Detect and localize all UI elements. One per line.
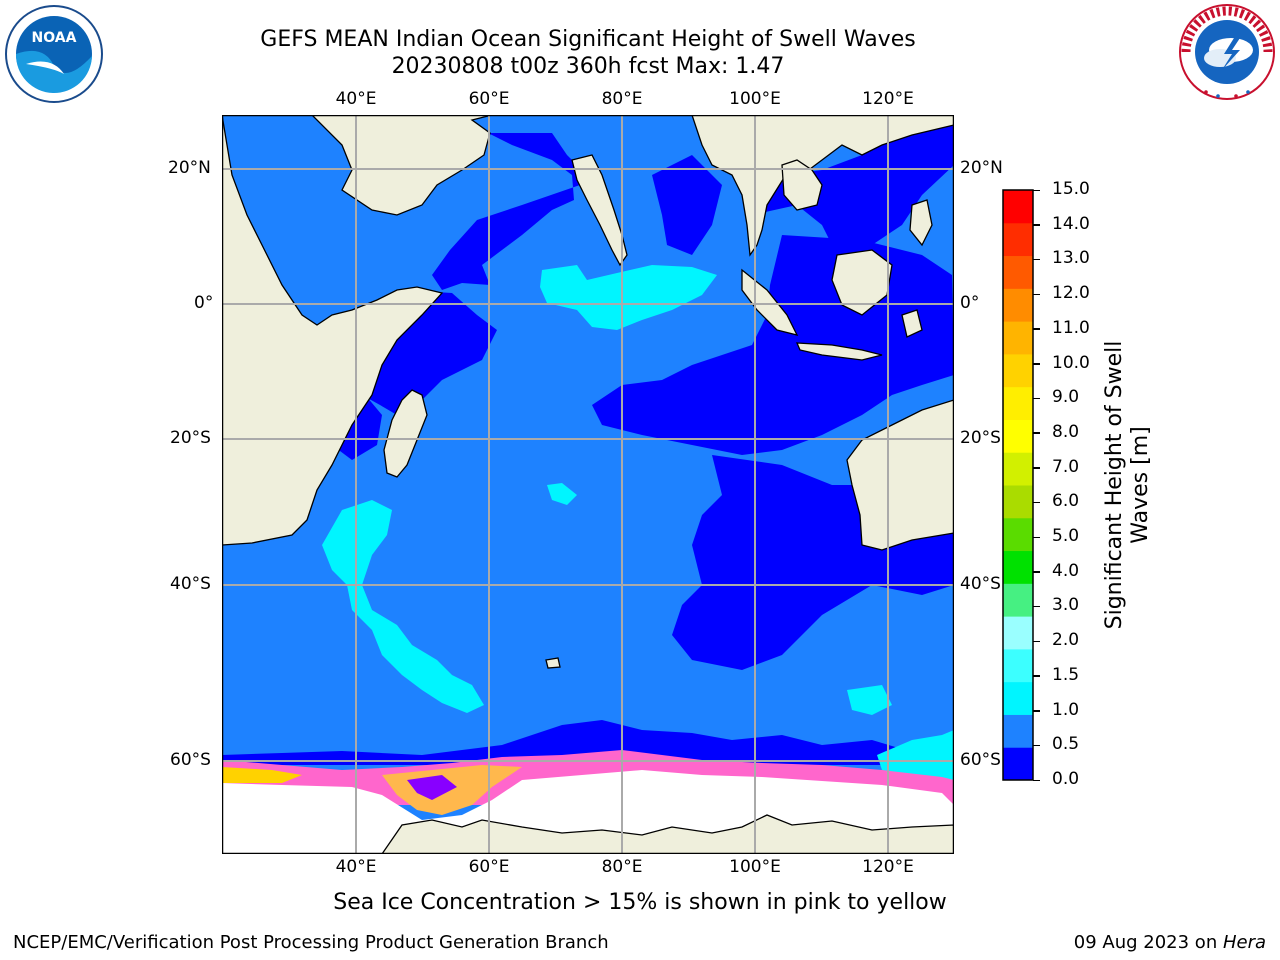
nws-logo xyxy=(1179,4,1275,100)
footer-host: Hera xyxy=(1222,932,1266,953)
footer-organization: NCEP/EMC/Verification Post Processing Pr… xyxy=(13,932,609,953)
colorbar-tick-label: 8.0 xyxy=(1052,421,1080,442)
colorbar-segment xyxy=(1003,747,1033,781)
colorbar-tick-label: 3.0 xyxy=(1052,595,1080,616)
colorbar-tick-mark xyxy=(1033,467,1040,469)
lat-label-right-20s: 20°S xyxy=(960,428,1001,448)
colorbar-tick-label: 5.0 xyxy=(1052,526,1080,547)
colorbar-segment xyxy=(1003,321,1033,355)
colorbar-tick-label: 0.5 xyxy=(1052,734,1080,755)
colorbar-segment xyxy=(1003,616,1033,650)
colorbar-segment xyxy=(1003,681,1033,715)
colorbar-tick-label: 4.0 xyxy=(1052,560,1080,581)
colorbar-tick-mark xyxy=(1033,605,1040,608)
colorbar-tick-label: 1.0 xyxy=(1052,699,1080,720)
colorbar-tick-mark xyxy=(1033,328,1040,330)
graticule xyxy=(222,115,954,854)
colorbar-segment xyxy=(1003,550,1033,584)
colorbar-segment xyxy=(1003,648,1033,683)
colorbar-segment xyxy=(1003,517,1033,552)
lat-label-left-20n: 20°N xyxy=(168,158,211,178)
lon-label-top-60e: 60°E xyxy=(468,89,510,109)
colorbar-tick-label: 12.0 xyxy=(1052,283,1090,304)
colorbar-tick-label: 2.0 xyxy=(1052,630,1080,651)
map-subtitle: 20230808 t00z 360h fcst Max: 1.47 xyxy=(391,54,785,79)
colorbar-segment xyxy=(1003,714,1033,748)
colorbar-label-line2: Waves [m] xyxy=(1128,426,1153,544)
colorbar-tick-mark xyxy=(1033,675,1040,677)
colorbar-tick-mark xyxy=(1033,779,1040,781)
lat-label-right-40s: 40°S xyxy=(960,574,1001,594)
high-swell-regions xyxy=(322,265,954,785)
lon-label-bottom-80e: 80°E xyxy=(601,857,643,877)
colorbar-tick-mark xyxy=(1033,189,1040,191)
lon-label-top-120e: 120°E xyxy=(862,89,914,109)
lon-label-top-40e: 40°E xyxy=(335,89,377,109)
lon-label-top-80e: 80°E xyxy=(601,89,643,109)
lat-label-left-20s: 20°S xyxy=(170,428,211,448)
colorbar-tick-mark xyxy=(1033,640,1040,643)
colorbar-label-line1: Significant Height of Swell xyxy=(1102,340,1127,630)
colorbar-segment xyxy=(1003,353,1033,388)
colorbar-segment xyxy=(1003,485,1033,519)
colorbar-tick-label: 6.0 xyxy=(1052,491,1080,512)
colorbar-tick-label: 15.0 xyxy=(1052,179,1090,199)
colorbar-tick-label: 1.5 xyxy=(1052,664,1080,685)
colorbar-segment xyxy=(1003,583,1033,617)
footer-date-text: 09 Aug 2023 on xyxy=(1073,932,1223,953)
lat-label-right-20n: 20°N xyxy=(960,158,1003,178)
colorbar-tick-mark xyxy=(1033,744,1040,747)
colorbar-tick-label: 7.0 xyxy=(1052,456,1080,477)
sea-ice-note: Sea Ice Concentration > 15% is shown in … xyxy=(333,890,947,915)
colorbar-segment xyxy=(1003,222,1033,257)
colorbar-tick-mark xyxy=(1033,363,1040,365)
lon-label-bottom-100e: 100°E xyxy=(729,857,781,877)
map-title: GEFS MEAN Indian Ocean Significant Heigh… xyxy=(260,27,916,52)
colorbar-segment xyxy=(1003,452,1033,486)
colorbar-tick-label: 11.0 xyxy=(1052,317,1090,338)
lat-label-left-40s: 40°S xyxy=(170,574,211,594)
colorbar-tick-label: 14.0 xyxy=(1052,213,1090,234)
footer-date: 09 Aug 2023 on Hera xyxy=(1074,932,1266,953)
colorbar-tick-mark xyxy=(1033,258,1040,261)
colorbar-tick-mark xyxy=(1033,224,1040,226)
colorbar xyxy=(1002,189,1034,781)
colorbar-segment xyxy=(1003,288,1033,322)
lat-label-left-0: 0° xyxy=(194,293,214,313)
colorbar-tick-label: 9.0 xyxy=(1052,387,1080,408)
colorbar-tick-mark xyxy=(1033,536,1040,539)
map-frame xyxy=(222,115,954,854)
swell-height-map xyxy=(222,115,954,854)
lon-label-bottom-120e: 120°E xyxy=(862,857,914,877)
colorbar-tick-mark xyxy=(1033,710,1040,712)
colorbar-segment xyxy=(1003,190,1033,224)
colorbar-tick-mark xyxy=(1033,501,1040,504)
colorbar-tick-mark xyxy=(1033,571,1040,573)
noaa-logo: NOAA xyxy=(5,5,103,103)
colorbar-segment xyxy=(1003,386,1033,420)
lat-label-right-0: 0° xyxy=(960,293,980,313)
colorbar-segment xyxy=(1003,255,1033,289)
lat-label-right-60s: 60°S xyxy=(960,750,1001,770)
colorbar-tick-label: 10.0 xyxy=(1052,352,1090,373)
colorbar-tick-mark xyxy=(1033,432,1040,434)
colorbar-segment xyxy=(1003,419,1033,453)
lon-label-top-100e: 100°E xyxy=(729,89,781,109)
lon-label-bottom-60e: 60°E xyxy=(468,857,510,877)
lon-label-bottom-40e: 40°E xyxy=(335,857,377,877)
lat-label-left-60s: 60°S xyxy=(170,750,211,770)
colorbar-tick-label: 13.0 xyxy=(1052,248,1090,269)
colorbar-tick-mark xyxy=(1033,293,1040,296)
colorbar-tick-mark xyxy=(1033,397,1040,400)
colorbar-tick-label: 0.0 xyxy=(1052,769,1080,789)
colorbar-label: Significant Height of Swell Waves [m] xyxy=(1102,341,1154,630)
svg-text:NOAA: NOAA xyxy=(32,30,77,46)
